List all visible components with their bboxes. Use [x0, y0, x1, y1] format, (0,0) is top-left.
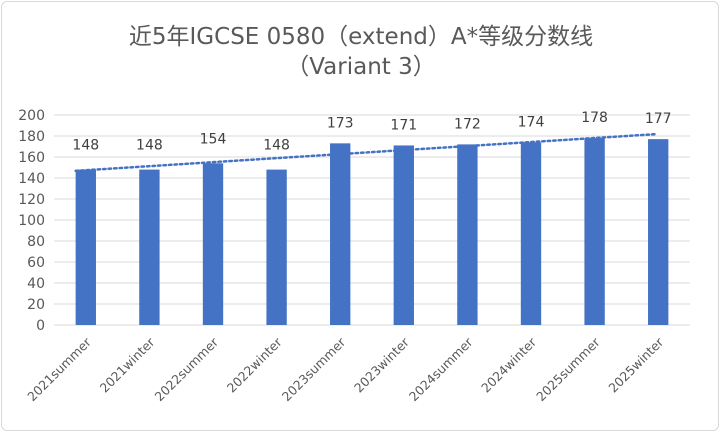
data-label: 177	[645, 111, 672, 127]
y-tick-label: 40	[27, 276, 45, 292]
trend-line	[74, 132, 658, 173]
bar	[393, 145, 414, 325]
x-tick-label: 2025summer	[533, 334, 603, 404]
data-label: 148	[263, 138, 290, 154]
y-tick-label: 60	[27, 255, 45, 271]
y-tick-label: 20	[27, 297, 45, 313]
data-label: 154	[200, 131, 227, 147]
y-tick-label: 180	[18, 129, 45, 145]
x-tick-label: 2024summer	[406, 334, 476, 404]
bar	[75, 169, 96, 325]
x-tick-label: 2021summer	[24, 334, 94, 404]
data-label: 148	[136, 138, 163, 154]
bars	[75, 138, 669, 325]
data-label: 171	[390, 117, 417, 133]
x-tick-label: 2024winter	[478, 334, 540, 396]
data-label: 148	[72, 138, 99, 154]
x-tick-label: 2022summer	[152, 334, 222, 404]
bar	[457, 144, 478, 325]
y-tick-label: 160	[18, 150, 45, 166]
x-tick-label: 2023winter	[351, 334, 413, 396]
bar	[139, 169, 160, 325]
bar	[202, 163, 224, 325]
y-tick-label: 0	[36, 318, 45, 334]
x-tick-label: 2021winter	[97, 334, 159, 396]
y-tick-label: 200	[18, 108, 45, 124]
gridlines	[54, 114, 690, 326]
data-label: 178	[581, 110, 608, 126]
data-label: 173	[327, 115, 354, 131]
y-axis: 0 20 40 60 80 100 120 140 160 180 200	[18, 108, 45, 334]
chart-subtitle: （Variant 3）	[286, 54, 436, 80]
chart-title: 近5年IGCSE 0580（extend）A*等级分数线	[129, 24, 593, 50]
data-label: 172	[454, 116, 481, 132]
x-tick-label: 2022winter	[224, 334, 286, 396]
trendline	[74, 132, 658, 173]
x-tick-label: 2023summer	[279, 334, 349, 404]
y-tick-label: 120	[18, 192, 45, 208]
y-tick-label: 140	[18, 171, 45, 187]
data-label: 174	[518, 114, 545, 130]
bar	[648, 139, 669, 325]
bar	[584, 138, 605, 325]
data-labels: 148 148 154 148 173 171 172 174 178 177	[72, 110, 671, 154]
x-tick-label: 2025winter	[605, 334, 667, 396]
y-tick-label: 100	[18, 213, 45, 229]
bar	[330, 143, 351, 325]
bar	[520, 142, 542, 325]
y-tick-label: 80	[27, 234, 45, 250]
bar	[266, 169, 287, 325]
